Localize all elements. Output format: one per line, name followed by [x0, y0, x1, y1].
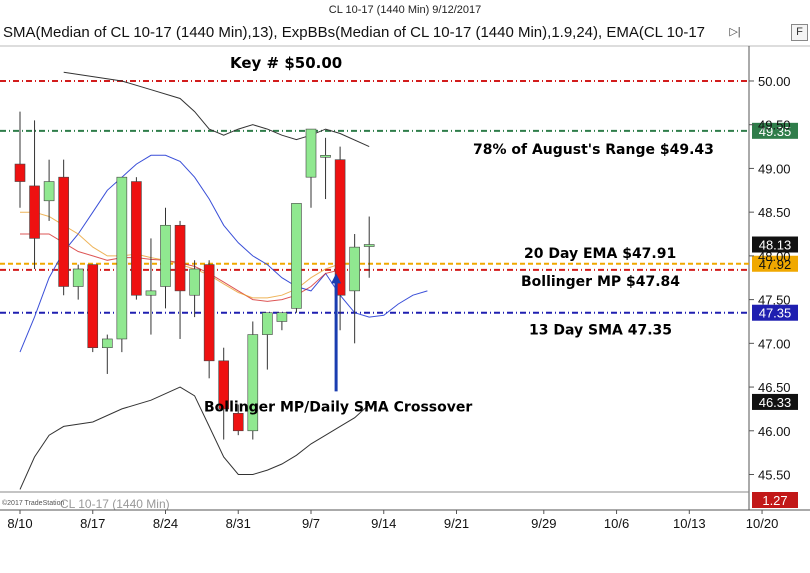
price-tag-ema [752, 255, 798, 272]
crossover-annotation: Bollinger MP/Daily SMA Crossover [204, 273, 472, 415]
candle-up [160, 224, 171, 287]
candle-up [102, 338, 113, 349]
candle-down [218, 360, 229, 410]
candle-up [320, 155, 331, 158]
price-tag-range [752, 122, 798, 139]
y-tick-label: 46.50 [758, 380, 791, 395]
crossover-arrow-head [331, 273, 342, 284]
format-button[interactable]: F [791, 24, 808, 41]
scroll-right-icon[interactable]: ▷| [729, 26, 741, 38]
x-tick-label: 9/7 [302, 516, 320, 531]
price-tag-text: 46.33 [759, 395, 792, 410]
candle-up [43, 181, 55, 202]
price-tag [752, 393, 798, 410]
sma-line [19, 154, 428, 353]
y-tick-label: 49.50 [758, 118, 791, 133]
x-tick-label: 10/13 [673, 516, 706, 531]
x-tick-label: 8/31 [226, 516, 251, 531]
price-tag [752, 236, 798, 253]
x-tick-label: 8/10 [7, 516, 32, 531]
y-tick-label: 50.00 [758, 74, 791, 89]
candle-up [247, 334, 259, 432]
x-tick-label: 8/24 [153, 516, 178, 531]
y-tick-label: 48.50 [758, 205, 791, 220]
x-tick-label: 10/6 [604, 516, 629, 531]
candles [14, 111, 375, 440]
y-tick-label: 48.00 [758, 249, 791, 264]
lower-pane-label: CL 10-17 (1440 Min) [60, 497, 170, 511]
candle-up [291, 203, 302, 309]
candle-up [276, 312, 288, 322]
candle-up [116, 176, 128, 340]
y-tick-label: 47.00 [758, 336, 791, 351]
crossover-label: Bollinger MP/Daily SMA Crossover [204, 399, 472, 415]
lower-pane: CL 10-17 (1440 Min) ©2017 TradeStation 1… [2, 492, 798, 511]
level-label-sma: 13 Day SMA 47.35 [529, 323, 672, 339]
candle-up [363, 244, 375, 247]
candle-up [72, 268, 84, 287]
bb-upper-line [63, 71, 370, 148]
level-label-mp: Bollinger MP $47.84 [521, 274, 680, 290]
candle-up [145, 290, 157, 296]
lower-pane-tag-text: 1.27 [762, 493, 787, 508]
candle-down [203, 264, 215, 362]
x-tick-label: 9/14 [371, 516, 396, 531]
x-tick-label: 9/29 [531, 516, 556, 531]
price-tag-text-sma: 47.35 [759, 306, 792, 321]
copyright-text: ©2017 TradeStation [2, 499, 64, 507]
candle-up [262, 312, 273, 335]
candle-up [189, 268, 200, 296]
candle-down [174, 224, 186, 292]
x-tick-label: 8/17 [80, 516, 105, 531]
candle-down [58, 176, 69, 287]
level-label-key: Key # $50.00 [230, 54, 342, 72]
lower-pane-tag [752, 492, 798, 508]
price-tag-sma [752, 304, 798, 321]
level-lines: Key # $50.00 78% of August's Range $49.43… [0, 54, 798, 339]
price-tag-text: 48.13 [759, 238, 792, 253]
x-tick-label: 9/21 [444, 516, 469, 531]
y-tick-label: 49.00 [758, 161, 791, 176]
candle-down [87, 264, 99, 349]
bb-lower-line [19, 386, 370, 490]
candle-up [349, 246, 360, 292]
x-tick-label: 10/20 [746, 516, 779, 531]
y-tick-label: 45.50 [758, 468, 791, 483]
y-tick-label: 46.00 [758, 424, 791, 439]
candle-down [14, 163, 26, 182]
candle-down [29, 185, 40, 239]
level-label-ema: 20 Day EMA $47.91 [524, 246, 676, 262]
y-tick-label: 47.50 [758, 293, 791, 308]
price-tag-text-range: 49.35 [759, 124, 792, 139]
price-tag-text-ema: 47.92 [759, 257, 792, 272]
level-label-range: 78% of August's Range $49.43 [473, 142, 714, 158]
candle-down [232, 412, 244, 432]
candle-down [131, 181, 142, 296]
studies-legend: SMA(Median of CL 10-17 (1440 Min),13), E… [3, 24, 705, 41]
x-axis: 8/10 8/17 8/24 8/31 9/7 9/14 9/21 9/29 10/6 10/13… [7, 510, 778, 531]
chart-title: CL 10-17 (1440 Min) 9/12/2017 [328, 4, 482, 16]
candle-down [334, 159, 346, 296]
candle-up [305, 128, 317, 178]
y-axis: 50.00 49.50 49.00 48.50 48.00 47.50 47.00 46.50… [749, 74, 798, 483]
